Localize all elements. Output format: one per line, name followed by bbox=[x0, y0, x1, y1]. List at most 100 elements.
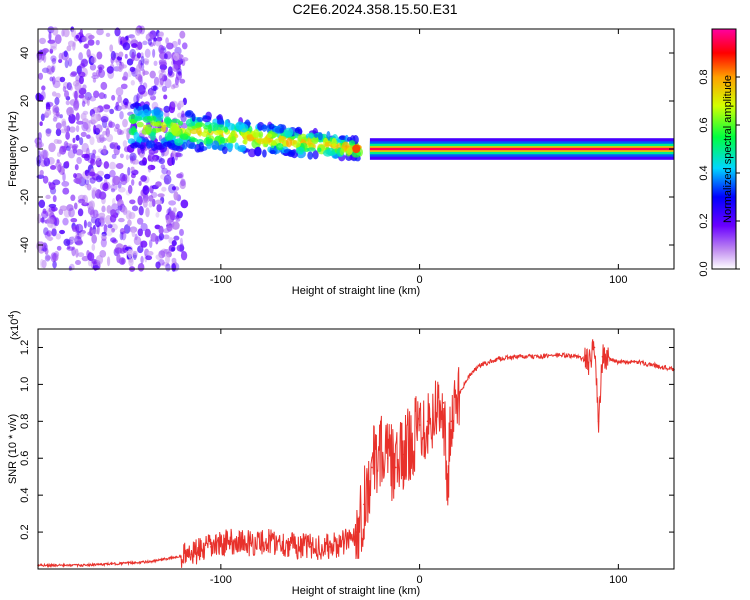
noise-blob bbox=[148, 201, 153, 208]
noise-blob bbox=[86, 49, 91, 58]
noise-blob bbox=[137, 262, 145, 272]
noise-blob bbox=[100, 116, 109, 123]
noise-blob bbox=[122, 128, 130, 134]
snr-point bbox=[289, 544, 292, 546]
band-blob bbox=[268, 123, 275, 130]
noise-blob bbox=[101, 234, 107, 242]
noise-blob bbox=[45, 128, 52, 134]
noise-blob bbox=[120, 104, 128, 110]
noise-blob bbox=[55, 128, 62, 137]
noise-blob bbox=[171, 263, 177, 272]
noise-blob bbox=[63, 28, 70, 38]
noise-blob bbox=[98, 92, 105, 100]
noise-blob bbox=[181, 57, 189, 62]
noise-blob bbox=[45, 194, 51, 200]
noise-blob bbox=[147, 164, 152, 173]
noise-blob bbox=[93, 90, 100, 98]
noise-blob bbox=[95, 39, 100, 46]
noise-blob bbox=[136, 93, 140, 103]
snr-point bbox=[394, 466, 397, 469]
noise-blob bbox=[51, 65, 55, 73]
noise-blob bbox=[78, 198, 86, 204]
noise-blob bbox=[66, 246, 75, 251]
snr-point bbox=[210, 546, 212, 548]
noise-blob bbox=[171, 149, 176, 158]
noise-blob bbox=[51, 228, 57, 237]
band-blob bbox=[324, 141, 330, 148]
noise-blob bbox=[48, 31, 52, 41]
noise-blob bbox=[117, 128, 122, 136]
noise-blob bbox=[43, 53, 47, 63]
noise-blob bbox=[61, 120, 67, 128]
noise-blob bbox=[54, 34, 62, 45]
noise-blob bbox=[46, 236, 54, 241]
noise-blob bbox=[39, 121, 43, 126]
snr-multiplier: (x104) bbox=[7, 310, 21, 340]
noise-blob bbox=[155, 181, 162, 187]
noise-blob bbox=[38, 199, 46, 209]
noise-blob bbox=[176, 244, 185, 252]
noise-blob bbox=[129, 152, 137, 161]
noise-blob bbox=[114, 27, 121, 37]
band-blob bbox=[153, 107, 161, 116]
noise-blob bbox=[101, 231, 107, 237]
noise-blob bbox=[76, 120, 84, 125]
spectrogram-y-label: Frequency (Hz) bbox=[7, 111, 19, 187]
noise-blob bbox=[128, 211, 136, 220]
noise-blob bbox=[144, 248, 150, 257]
noise-blob bbox=[166, 223, 173, 228]
band-blob bbox=[134, 116, 143, 122]
colorbar-tick-label: 0.0 bbox=[698, 261, 710, 276]
noise-blob bbox=[63, 238, 71, 247]
noise-blob bbox=[81, 142, 89, 153]
noise-blob bbox=[89, 96, 97, 102]
x-tick-label: 0 bbox=[417, 274, 423, 286]
x-tick-label: 100 bbox=[609, 274, 627, 286]
noise-blob bbox=[51, 91, 57, 97]
noise-blob bbox=[51, 57, 57, 65]
noise-blob bbox=[109, 44, 114, 52]
noise-blob bbox=[150, 95, 156, 101]
noise-blob bbox=[82, 121, 91, 130]
noise-blob bbox=[179, 78, 186, 84]
snr-point bbox=[249, 542, 252, 544]
noise-blob bbox=[158, 80, 164, 88]
noise-blob bbox=[65, 160, 70, 167]
band-blob bbox=[211, 140, 220, 150]
noise-blob bbox=[147, 164, 156, 171]
noise-blob bbox=[163, 94, 168, 100]
noise-blob bbox=[180, 178, 186, 187]
noise-blob bbox=[74, 90, 78, 101]
noise-blob bbox=[41, 67, 50, 74]
snr-ticks: -100 0 100 0.2 0.4 0.6 0.8 1.0 1.2 bbox=[19, 329, 674, 586]
noise-blob bbox=[170, 84, 176, 90]
noise-blob bbox=[59, 76, 66, 83]
noise-blob bbox=[90, 113, 99, 124]
noise-blob bbox=[81, 121, 89, 132]
noise-blob bbox=[171, 240, 177, 247]
colorbar-tick-label: 0.8 bbox=[698, 69, 710, 84]
noise-blob bbox=[59, 229, 66, 235]
noise-blob bbox=[137, 75, 143, 83]
noise-blob bbox=[174, 152, 182, 158]
noise-blob bbox=[103, 104, 111, 110]
snr-marks bbox=[37, 339, 675, 569]
noise-blob bbox=[64, 125, 70, 133]
band-blob bbox=[279, 127, 284, 134]
colorbar-tick-label: 0.4 bbox=[698, 165, 710, 180]
x-tick-label: -100 bbox=[210, 574, 232, 586]
y-tick-label: -40 bbox=[19, 237, 31, 253]
snr-point bbox=[402, 453, 405, 456]
noise-blob bbox=[158, 232, 165, 241]
noise-blob bbox=[129, 157, 134, 162]
noise-blob bbox=[49, 76, 54, 82]
noise-blob bbox=[69, 143, 73, 149]
noise-blob bbox=[129, 66, 136, 73]
noise-blob bbox=[73, 101, 79, 111]
band-blob bbox=[171, 125, 179, 135]
noise-blob bbox=[119, 111, 124, 120]
snr-series-line bbox=[37, 339, 675, 569]
noise-blob bbox=[150, 191, 158, 199]
band-blob bbox=[307, 151, 314, 160]
noise-blob bbox=[46, 216, 55, 224]
